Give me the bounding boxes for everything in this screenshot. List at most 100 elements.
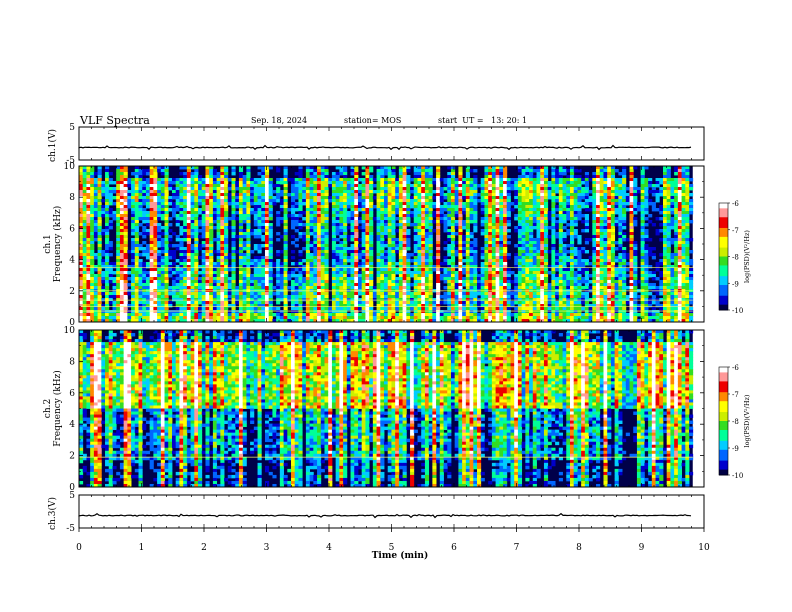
spectrogram-cell — [269, 295, 273, 298]
spectrogram-cell — [202, 202, 206, 205]
spectrogram-cell — [313, 301, 317, 304]
spectrogram-cell — [220, 307, 224, 310]
spectrogram-cell — [165, 232, 169, 235]
spectrogram-cell — [161, 271, 165, 274]
spectrogram-cell — [246, 274, 250, 277]
spectrogram-cell — [243, 304, 247, 307]
spectrogram-cell — [98, 307, 102, 310]
spectrogram-cell — [250, 310, 254, 313]
spectrogram-cell — [447, 265, 451, 268]
spectrogram-cell — [112, 286, 116, 289]
spectrogram-cell — [232, 190, 236, 193]
spectrogram-cell — [254, 274, 258, 277]
spectrogram-cell — [183, 310, 187, 313]
spectrogram-cell — [325, 271, 329, 274]
spectrogram-cell — [414, 190, 418, 193]
spectrogram-cell — [377, 241, 381, 244]
spectrogram-cell — [276, 169, 280, 172]
spectrogram-cell — [258, 271, 262, 274]
spectrogram-cell — [377, 229, 381, 232]
spectrogram-cell — [232, 247, 236, 250]
spectrogram-cell — [377, 202, 381, 205]
spectrogram-cell — [228, 199, 232, 202]
spectrogram-cell — [205, 244, 209, 247]
spectrogram-cell — [239, 298, 243, 301]
spectrogram-cell — [432, 220, 436, 223]
spectrogram-cell — [425, 307, 429, 310]
spectrogram-cell — [165, 301, 169, 304]
spectrogram-cell — [191, 304, 195, 307]
spectrogram-cell — [332, 271, 336, 274]
spectrogram-cell — [325, 232, 329, 235]
spectrogram-cell — [425, 265, 429, 268]
spectrogram-cell — [317, 268, 321, 271]
spectrogram-cell — [235, 193, 239, 196]
spectrogram-cell — [191, 235, 195, 238]
spectrogram-cell — [179, 202, 183, 205]
spectrogram-cell — [466, 271, 470, 274]
spectrogram-cell — [317, 283, 321, 286]
spectrogram-cell — [179, 262, 183, 265]
spectrogram-cell — [321, 214, 325, 217]
spectrogram-cell — [235, 199, 239, 202]
spectrogram-cell — [399, 181, 403, 184]
spectrogram-cell — [131, 190, 135, 193]
spectrogram-cell — [90, 169, 94, 172]
spectrogram-cell — [79, 202, 83, 205]
spectrogram-cell — [429, 226, 433, 229]
spectrogram-cell — [220, 256, 224, 259]
spectrogram-cell — [205, 295, 209, 298]
spectrogram-cell — [258, 292, 262, 295]
spectrogram-cell — [451, 220, 455, 223]
spectrogram-cell — [112, 187, 116, 190]
spectrogram-cell — [205, 283, 209, 286]
spectrogram-cell — [403, 166, 407, 169]
spectrogram-cell — [202, 223, 206, 226]
spectrogram-cell — [94, 178, 98, 181]
spectrogram-cell — [466, 256, 470, 259]
spectrogram-cell — [481, 217, 485, 220]
spectrogram-cell — [470, 193, 474, 196]
spectrogram-cell — [246, 262, 250, 265]
spectrogram-cell — [209, 181, 213, 184]
spectrogram-cell — [94, 268, 98, 271]
spectrogram-cell — [332, 190, 336, 193]
spectrogram-cell — [488, 310, 492, 313]
spectrogram-cell — [451, 175, 455, 178]
spectrogram-cell — [165, 268, 169, 271]
spectrogram-cell — [191, 301, 195, 304]
spectrogram-cell — [183, 211, 187, 214]
spectrogram-cell — [432, 265, 436, 268]
spectrogram-cell — [325, 217, 329, 220]
spectrogram-cell — [194, 166, 198, 169]
spectrogram-cell — [354, 229, 358, 232]
spectrogram-cell — [194, 301, 198, 304]
spectrogram-cell — [90, 232, 94, 235]
spectrogram-cell — [139, 223, 143, 226]
spectrogram-cell — [473, 253, 477, 256]
spectrogram-cell — [165, 226, 169, 229]
spectrogram-cell — [94, 217, 98, 220]
spectrogram-cell — [153, 292, 157, 295]
spectrogram-cell — [451, 211, 455, 214]
spectrogram-cell — [351, 229, 355, 232]
spectrogram-cell — [124, 277, 128, 280]
spectrogram-cell — [358, 250, 362, 253]
spectrogram-cell — [243, 307, 247, 310]
spectrogram-cell — [79, 277, 83, 280]
spectrogram-cell — [484, 244, 488, 247]
spectrogram-cell — [120, 268, 124, 271]
spectrogram-cell — [202, 181, 206, 184]
spectrogram-cell — [406, 190, 410, 193]
spectrogram-cell — [139, 295, 143, 298]
spectrogram-cell — [165, 187, 169, 190]
spectrogram-cell — [302, 304, 306, 307]
spectrogram-cell — [384, 226, 388, 229]
spectrogram-cell — [235, 196, 239, 199]
spectrogram-cell — [451, 244, 455, 247]
spectrogram-cell — [429, 187, 433, 190]
spectrogram-cell — [488, 307, 492, 310]
spectrogram-cell — [417, 229, 421, 232]
spectrogram-cell — [369, 271, 373, 274]
spectrogram-cell — [209, 238, 213, 241]
